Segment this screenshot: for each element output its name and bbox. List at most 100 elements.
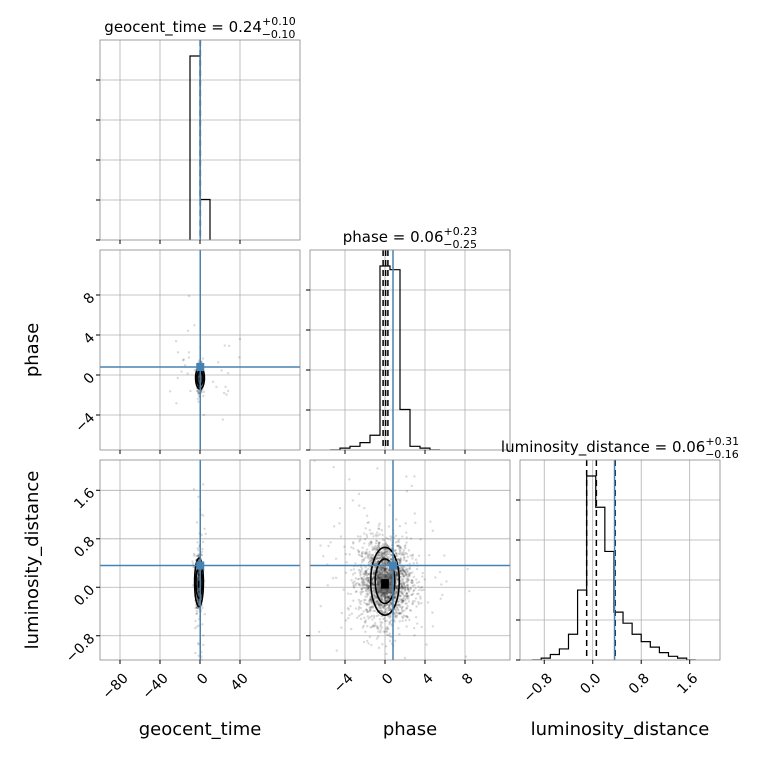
scatter-point xyxy=(377,560,380,563)
scatter-point xyxy=(384,592,387,595)
scatter-point xyxy=(360,576,363,580)
scatter-point xyxy=(197,573,200,577)
scatter-point xyxy=(402,599,405,603)
scatter-point xyxy=(376,602,379,605)
scatter-point xyxy=(378,527,381,531)
scatter-point xyxy=(368,635,372,639)
scatter-point xyxy=(380,614,383,618)
panel-frame xyxy=(309,459,511,661)
scatter-point xyxy=(376,626,379,630)
scatter-point xyxy=(406,555,409,559)
scatter-point xyxy=(395,573,398,576)
scatter-point xyxy=(346,607,350,610)
scatter-point xyxy=(395,611,398,614)
scatter-point xyxy=(399,611,402,615)
scatter-point xyxy=(377,603,381,607)
x-tick-label-phase: 8 xyxy=(459,670,477,688)
scatter-point xyxy=(401,605,404,609)
scatter-point xyxy=(393,549,396,552)
scatter-point xyxy=(385,625,389,629)
scatter-point xyxy=(382,630,385,633)
scatter-point xyxy=(400,601,404,604)
scatter-point xyxy=(375,600,378,603)
scatter-point xyxy=(360,588,363,591)
scatter-point xyxy=(417,554,421,557)
scatter-point xyxy=(374,539,378,542)
scatter-point xyxy=(404,571,407,574)
scatter-point xyxy=(365,595,369,598)
scatter-point xyxy=(389,593,392,597)
scatter-point xyxy=(388,571,391,575)
scatter-point xyxy=(383,548,386,551)
scatter-point xyxy=(384,568,387,572)
scatter-point xyxy=(385,553,388,556)
scatter-point xyxy=(412,575,416,579)
scatter-point xyxy=(362,575,366,579)
scatter-point xyxy=(384,627,388,630)
scatter-point xyxy=(382,606,385,609)
scatter-point xyxy=(182,358,185,361)
scatter-point xyxy=(373,621,377,625)
scatter-point xyxy=(387,597,390,600)
scatter-point xyxy=(384,599,388,603)
scatter-point xyxy=(378,557,382,561)
scatter-point xyxy=(383,594,387,597)
scatter-point xyxy=(176,351,180,354)
scatter-point xyxy=(196,599,200,602)
scatter-point xyxy=(408,573,411,576)
scatter-point xyxy=(399,561,402,564)
scatter-point xyxy=(379,565,383,569)
panel-phase-vs-luminosity_distance xyxy=(284,459,511,664)
scatter-point xyxy=(402,553,405,557)
scatter-point xyxy=(417,588,421,592)
scatter-point xyxy=(197,549,200,552)
scatter-point xyxy=(386,594,389,598)
scatter-point xyxy=(284,628,286,630)
scatter-point xyxy=(191,562,195,565)
scatter-point xyxy=(377,646,381,650)
scatter-point xyxy=(340,626,343,629)
scatter-point xyxy=(379,550,382,553)
scatter-point xyxy=(386,550,389,554)
scatter-point xyxy=(387,568,390,572)
scatter-point xyxy=(367,578,370,582)
scatter-point xyxy=(197,599,200,603)
scatter-point xyxy=(393,611,396,615)
scatter-point xyxy=(377,614,380,617)
scatter-point xyxy=(383,561,386,564)
scatter-point xyxy=(403,594,407,598)
scatter-point xyxy=(387,634,391,637)
scatter-point xyxy=(393,591,397,595)
scatter-point xyxy=(397,558,400,561)
scatter-point xyxy=(380,593,383,597)
scatter-point xyxy=(384,559,387,562)
scatter-point xyxy=(404,599,407,602)
scatter-point xyxy=(384,567,387,571)
scatter-point xyxy=(403,569,406,573)
scatter-point xyxy=(356,582,359,585)
scatter-point xyxy=(192,554,196,557)
scatter-point xyxy=(357,553,361,556)
scatter-point xyxy=(381,595,384,598)
scatter-point xyxy=(368,541,371,545)
scatter-point xyxy=(394,593,398,596)
scatter-point xyxy=(367,579,370,582)
scatter-point xyxy=(393,615,397,619)
scatter-point xyxy=(377,544,380,547)
scatter-point xyxy=(372,570,375,574)
scatter-point xyxy=(399,568,402,572)
scatter-point xyxy=(382,561,385,565)
scatter-point xyxy=(371,582,374,585)
scatter-point xyxy=(371,586,375,590)
scatter-point xyxy=(401,575,404,578)
scatter-point xyxy=(365,608,368,612)
scatter-point xyxy=(319,544,322,547)
scatter-point xyxy=(350,546,353,549)
scatter-point xyxy=(381,566,385,570)
scatter-point xyxy=(395,518,398,521)
scatter-point xyxy=(380,569,384,573)
scatter-point xyxy=(380,568,383,571)
scatter-point xyxy=(417,602,421,606)
scatter-point xyxy=(357,598,361,602)
scatter-point xyxy=(362,582,365,585)
